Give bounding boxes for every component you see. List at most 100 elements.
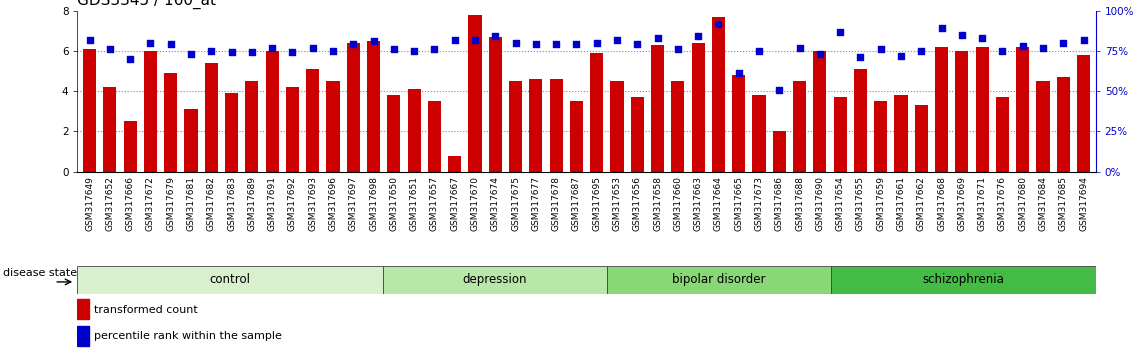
Bar — [854, 69, 867, 172]
Text: GSM317674: GSM317674 — [491, 176, 500, 231]
Text: GSM317694: GSM317694 — [1079, 176, 1088, 231]
Point — [486, 34, 505, 39]
Bar — [346, 43, 360, 172]
Text: GSM317649: GSM317649 — [85, 176, 95, 231]
Bar — [631, 97, 644, 172]
Point — [323, 48, 342, 54]
Bar — [124, 121, 137, 172]
Bar — [185, 109, 198, 172]
Point — [263, 45, 281, 51]
Bar — [509, 81, 522, 172]
FancyBboxPatch shape — [77, 266, 383, 294]
Point — [507, 40, 525, 46]
Bar — [611, 81, 624, 172]
Point — [993, 48, 1011, 54]
Text: control: control — [210, 273, 251, 286]
Bar — [753, 95, 765, 172]
Point — [141, 40, 159, 46]
Text: GSM317667: GSM317667 — [450, 176, 459, 232]
Bar — [995, 97, 1009, 172]
Point — [790, 45, 809, 51]
Bar — [793, 81, 806, 172]
Text: GSM317653: GSM317653 — [613, 176, 622, 232]
Text: GSM317698: GSM317698 — [369, 176, 378, 232]
Point — [973, 35, 991, 41]
Text: GSM317697: GSM317697 — [349, 176, 358, 232]
Point — [689, 34, 707, 39]
Bar — [306, 69, 319, 172]
Point — [811, 51, 829, 57]
Point — [730, 70, 748, 76]
Text: GSM317677: GSM317677 — [532, 176, 540, 232]
Bar — [367, 41, 380, 172]
Bar — [83, 49, 96, 172]
Point — [466, 37, 484, 42]
Point — [749, 48, 768, 54]
Bar — [489, 37, 502, 172]
Bar — [1057, 77, 1070, 172]
Bar — [590, 53, 604, 172]
Text: transformed count: transformed count — [93, 305, 197, 315]
Text: GSM317654: GSM317654 — [836, 176, 845, 231]
Point — [121, 56, 139, 62]
Point — [669, 46, 687, 52]
Text: GSM317675: GSM317675 — [511, 176, 521, 232]
Text: GSM317655: GSM317655 — [855, 176, 865, 232]
Point — [222, 50, 240, 55]
Point — [608, 37, 626, 42]
Text: GSM317693: GSM317693 — [309, 176, 318, 232]
Bar — [428, 101, 441, 172]
Point — [831, 29, 850, 34]
Text: GSM317665: GSM317665 — [735, 176, 744, 232]
Text: GSM317656: GSM317656 — [633, 176, 641, 232]
Text: GSM317661: GSM317661 — [896, 176, 906, 232]
Bar — [77, 299, 89, 319]
Point — [547, 42, 565, 47]
Text: GSM317652: GSM317652 — [106, 176, 114, 231]
Text: GSM317689: GSM317689 — [247, 176, 256, 232]
Text: GSM317676: GSM317676 — [998, 176, 1007, 232]
Bar — [772, 131, 786, 172]
Text: bipolar disorder: bipolar disorder — [672, 273, 765, 286]
Text: disease state: disease state — [3, 268, 77, 279]
Text: percentile rank within the sample: percentile rank within the sample — [93, 331, 281, 341]
Point — [162, 42, 180, 47]
Text: GSM317692: GSM317692 — [288, 176, 297, 231]
Text: GSM317686: GSM317686 — [775, 176, 784, 232]
FancyBboxPatch shape — [607, 266, 831, 294]
Bar — [205, 63, 218, 172]
Text: GSM317696: GSM317696 — [328, 176, 337, 232]
Bar — [1016, 47, 1030, 172]
Point — [710, 21, 728, 26]
Text: GSM317688: GSM317688 — [795, 176, 804, 232]
Text: GSM317672: GSM317672 — [146, 176, 155, 231]
Bar — [652, 45, 664, 172]
Bar — [813, 51, 827, 172]
Bar — [144, 51, 157, 172]
Bar — [712, 17, 726, 172]
Bar — [286, 87, 300, 172]
Bar — [448, 156, 461, 172]
Point — [364, 38, 383, 44]
Text: depression: depression — [462, 273, 527, 286]
Bar — [834, 97, 846, 172]
Text: GSM317680: GSM317680 — [1018, 176, 1027, 232]
Text: GSM317679: GSM317679 — [166, 176, 175, 232]
Text: GSM317685: GSM317685 — [1059, 176, 1067, 232]
Point — [1014, 43, 1032, 49]
Text: schizophrenia: schizophrenia — [923, 273, 1005, 286]
Text: GSM317683: GSM317683 — [227, 176, 236, 232]
Bar — [549, 79, 563, 172]
Point — [851, 55, 869, 60]
Point — [912, 48, 931, 54]
Point — [648, 35, 666, 41]
Text: GSM317682: GSM317682 — [207, 176, 215, 231]
Text: GSM317659: GSM317659 — [876, 176, 885, 232]
Point — [629, 42, 647, 47]
Text: GSM317687: GSM317687 — [572, 176, 581, 232]
Point — [770, 87, 788, 92]
Point — [892, 53, 910, 58]
Text: GSM317668: GSM317668 — [937, 176, 947, 232]
Bar — [915, 105, 928, 172]
Text: GSM317691: GSM317691 — [268, 176, 277, 232]
